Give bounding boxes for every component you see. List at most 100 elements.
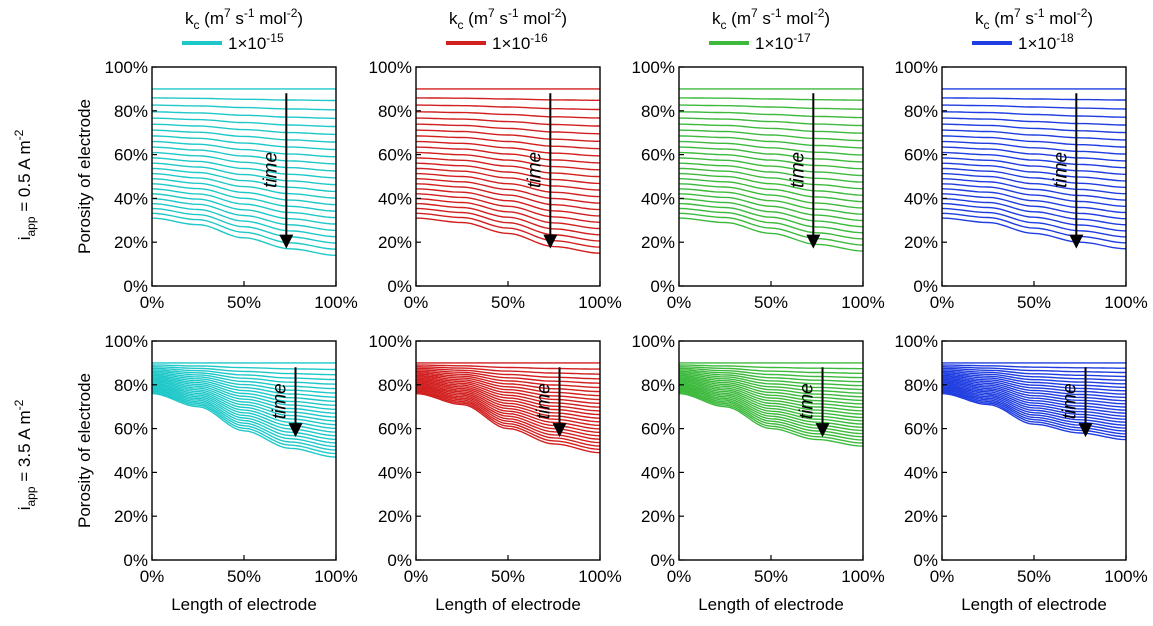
x-tick-label: 0% (140, 293, 165, 312)
curve-5 (151, 370, 336, 390)
curve-5 (941, 370, 1126, 385)
curve-23 (678, 392, 864, 447)
curve-4 (151, 369, 337, 385)
curve-7 (151, 373, 337, 398)
curve-9 (151, 376, 337, 406)
curve-11 (941, 378, 1127, 405)
curve-4 (151, 117, 336, 128)
curve-7 (415, 373, 601, 397)
kc-label-3: kc (m7 s-1 mol-2) (975, 6, 1093, 32)
curve-17 (415, 385, 601, 433)
y-tick-label: 20% (641, 233, 675, 252)
row1-main: i (15, 507, 34, 511)
time-label: time (534, 383, 555, 419)
y-tick-label: 100% (105, 58, 148, 77)
x-tick-label: 100% (841, 293, 884, 312)
curve-7 (941, 373, 1127, 392)
curve-13 (941, 381, 1127, 411)
time-label: time (1050, 152, 1071, 188)
x-tick-label: 50% (491, 567, 525, 586)
curve-6 (415, 372, 601, 393)
curve-13 (416, 167, 601, 191)
curve-23 (941, 217, 1127, 250)
curve-8 (152, 140, 336, 158)
curve-6 (678, 129, 863, 142)
row0-main: i (15, 237, 34, 241)
curve-9 (941, 146, 1127, 162)
curve-22 (151, 212, 337, 250)
y-tick-label: 100% (895, 332, 938, 351)
curve-3 (152, 111, 337, 120)
column-header-0: kc (m7 s-1 mol-2)1×10-15 (182, 6, 303, 53)
y-tick-label: 40% (114, 463, 148, 482)
curve-18 (415, 193, 601, 223)
panel-r0-c2: 0% 20% 40% 60% 80% 100% 0% 50% 100% time (632, 58, 885, 312)
time-arrow-head (288, 423, 303, 438)
legend-label-1: 1×10-16 (492, 31, 548, 53)
y-tick-label: 80% (641, 376, 675, 395)
time-arrow-head (279, 234, 294, 249)
curve-20 (151, 202, 337, 238)
curve-16 (941, 384, 1127, 420)
curve-21 (415, 390, 601, 447)
x-axis-label: Length of electrode (435, 595, 581, 614)
column-header-3: kc (m7 s-1 mol-2)1×10-18 (972, 6, 1093, 53)
curve-11 (415, 157, 601, 178)
curve-2 (679, 104, 863, 110)
x-tick-label: 100% (578, 293, 621, 312)
x-tick-label: 0% (667, 293, 692, 312)
curve-17 (151, 385, 337, 437)
curve-21 (941, 390, 1127, 435)
x-tick-label: 100% (314, 567, 357, 586)
y-tick-label: 60% (378, 420, 412, 439)
curve-13 (151, 167, 337, 193)
row-label-0: iapp = 0.5 A m-2 (12, 129, 38, 240)
x-axis-label: Length of electrode (961, 595, 1107, 614)
row1-rest: = 3.5 A m (15, 410, 34, 486)
curve-7 (678, 135, 864, 149)
curve-7 (151, 135, 337, 151)
curve-14 (415, 382, 601, 423)
curve-8 (151, 374, 337, 402)
y-axis-label: Porosity of electrode (75, 99, 94, 254)
svg-text:iapp = 0.5 A m-2: iapp = 0.5 A m-2 (12, 129, 38, 240)
curve-3 (678, 367, 863, 379)
curve-14 (415, 172, 601, 198)
curve-11 (678, 378, 864, 409)
curve-22 (415, 212, 601, 248)
curve-9 (151, 146, 337, 165)
curve-5 (416, 123, 601, 135)
curve-14 (941, 172, 1127, 195)
panel-r1-c2: 0% 20% 40% 60% 80% 100% 0% 50% 100% time Length of… (632, 332, 885, 614)
x-tick-label: 50% (491, 293, 525, 312)
curve-3 (941, 367, 1127, 378)
curve-19 (941, 388, 1127, 429)
x-tick-label: 100% (1104, 293, 1147, 312)
curve-2 (151, 366, 336, 376)
curve-21 (678, 390, 864, 441)
curve-14 (941, 382, 1127, 414)
panel-r0-c3: 0% 20% 40% 60% 80% 100% 0% 50% 100% time (895, 58, 1148, 312)
curve-12 (151, 379, 337, 418)
time-arrow-head (543, 234, 558, 249)
y-tick-label: 20% (641, 507, 675, 526)
curve-20 (678, 389, 864, 438)
curve-1 (678, 364, 863, 370)
time-label: time (787, 152, 808, 188)
y-tick-label: 80% (378, 376, 412, 395)
curve-17 (151, 188, 337, 219)
curve-19 (151, 388, 337, 444)
x-axis-label: Length of electrode (698, 595, 844, 614)
y-tick-label: 40% (641, 189, 675, 208)
curve-21 (151, 390, 337, 451)
y-tick-label: 20% (114, 233, 148, 252)
curve-11 (415, 378, 601, 412)
curve-19 (415, 388, 601, 440)
y-tick-label: 0% (387, 277, 412, 296)
curve-4 (679, 117, 863, 127)
x-tick-label: 50% (754, 293, 788, 312)
curve-5 (151, 123, 337, 136)
curve-10 (416, 151, 601, 171)
x-tick-label: 0% (140, 567, 165, 586)
curve-1 (941, 364, 1126, 369)
